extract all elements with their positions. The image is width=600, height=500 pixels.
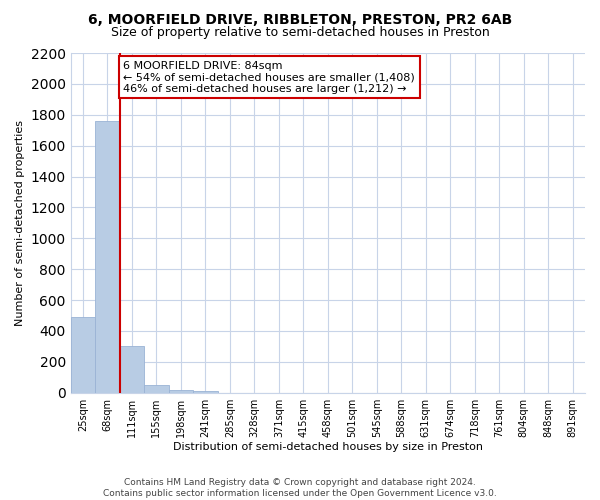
Text: Size of property relative to semi-detached houses in Preston: Size of property relative to semi-detach… bbox=[110, 26, 490, 39]
Bar bbox=[119, 346, 144, 393]
Bar bbox=[193, 391, 218, 392]
Y-axis label: Number of semi-detached properties: Number of semi-detached properties bbox=[15, 120, 25, 326]
Text: 6, MOORFIELD DRIVE, RIBBLETON, PRESTON, PR2 6AB: 6, MOORFIELD DRIVE, RIBBLETON, PRESTON, … bbox=[88, 12, 512, 26]
Bar bbox=[71, 317, 95, 392]
Bar bbox=[144, 385, 169, 392]
X-axis label: Distribution of semi-detached houses by size in Preston: Distribution of semi-detached houses by … bbox=[173, 442, 483, 452]
Text: Contains HM Land Registry data © Crown copyright and database right 2024.
Contai: Contains HM Land Registry data © Crown c… bbox=[103, 478, 497, 498]
Bar bbox=[95, 121, 119, 392]
Bar bbox=[169, 390, 193, 392]
Text: 6 MOORFIELD DRIVE: 84sqm
← 54% of semi-detached houses are smaller (1,408)
46% o: 6 MOORFIELD DRIVE: 84sqm ← 54% of semi-d… bbox=[124, 60, 415, 94]
